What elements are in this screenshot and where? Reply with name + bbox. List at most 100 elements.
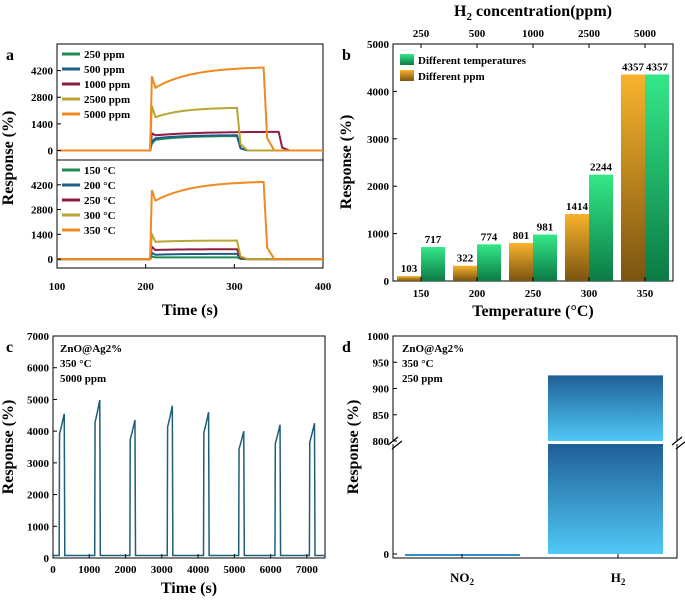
panel-a-x-tick-label-0: 100: [49, 281, 66, 293]
panel-a-bottom-legend-label-2: 250 °C: [84, 195, 116, 207]
panel-a-x-tick-label-1: 200: [137, 281, 154, 293]
panel-a-bottom-series-line-1: [57, 251, 323, 261]
panel-d-annotation-line-1: ZnO@Ag2%: [402, 343, 464, 355]
panel-b-top-tick-label-1: 500: [469, 28, 486, 40]
bar-label-temp-350: 4357: [646, 61, 669, 73]
bar-label-ppm-300: 1414: [566, 201, 589, 213]
panel-a-top-plot: 250 ppm 500 ppm 1000 ppm 2500 ppm 5000 ppm 0 1…: [31, 49, 323, 157]
panel-d-annotation-line-2: 350 °C: [402, 358, 434, 370]
panel-a-xlabel: Time (s): [162, 302, 218, 319]
panel-b-top-tick-label-3: 2500: [578, 28, 601, 40]
legend-label-temperatures: Different temperatures: [418, 55, 527, 67]
panel-b-x-tick-label-3: 300: [581, 288, 598, 300]
panel-label-b: b: [342, 47, 351, 64]
bar-label-temp-250: 981: [537, 222, 554, 234]
panel-b-xlabel: Temperature (°C): [472, 303, 593, 320]
panel-a-top-legend-label-0: 250 ppm: [84, 49, 125, 61]
panel-b-bars: 103 717 322 774 801 981 1414 2244 4357 4357: [397, 61, 669, 281]
bar-label-temp-200: 774: [481, 231, 498, 243]
panel-a-frame: [56, 43, 324, 269]
panel-d-category-h2: H2: [611, 570, 626, 587]
panel-a-bottom-series-line-0: [57, 255, 323, 261]
panel-d-y-tick-label-upper-3: 950: [373, 357, 390, 369]
panel-c-y-tick-label-4: 4000: [27, 426, 50, 438]
panel-a-bottom-plot: 150 °C 200 °C 250 °C 300 °C 350 °C 0 1400 2800 4…: [31, 165, 323, 266]
panel-c-ticks: 00 1000 1000 2000 2000 3000 3000 4000 4000 5000 50…: [27, 331, 318, 576]
panel-c-x-tick-label-2: 2000: [115, 564, 138, 576]
bar-temp-300: [589, 174, 613, 281]
bar-ppm-250: [509, 243, 533, 281]
panel-d-y-tick-label-upper-2: 900: [373, 384, 390, 396]
bar-label-temp-150: 717: [425, 234, 442, 246]
panel-d-y-tick-label-lower-0: 0: [384, 549, 390, 561]
panel-d-annotation-line-3: 250 ppm: [402, 373, 443, 385]
panel-b-top-tick-label-2: 1000: [522, 28, 545, 40]
panel-a-top-legend-label-3: 2500 ppm: [84, 94, 130, 106]
panel-d-y-tick-label-upper-1: 850: [373, 410, 390, 422]
panel-c-x-tick-label-1: 1000: [78, 564, 101, 576]
panel-label-c: c: [6, 339, 13, 356]
panel-c-x-tick-label-6: 6000: [260, 564, 283, 576]
bar-temp-150: [421, 247, 445, 281]
panel-c-ylabel: Response (%): [0, 400, 17, 495]
panel-a-top-series-line-1: [57, 134, 323, 152]
panel-a-bottom-y-tick-label-3: 4200: [31, 180, 54, 192]
panel-a-bottom-series-line-4: [57, 180, 323, 261]
panel-label-a: a: [6, 47, 14, 64]
panel-c-y-tick-label-5: 5000: [27, 394, 50, 406]
panel-a-bottom-y-tick-label-2: 2800: [31, 205, 54, 217]
panel-c-y-tick-label-1: 1000: [27, 521, 50, 533]
panel-a-top-series-line-2: [57, 130, 323, 152]
panel-c-annotation-line-3: 5000 ppm: [60, 373, 106, 385]
panel-a-top-series-line-4: [57, 66, 323, 152]
panel-c-y-tick-label-7: 7000: [27, 331, 50, 343]
panel-a-bottom-series-line-3: [57, 230, 323, 261]
panel-a-bottom-y-tick-label-1: 1400: [31, 229, 54, 241]
panel-c-frame: [52, 335, 326, 559]
panel-b-top-xlabel-rest: concentration(ppm): [472, 3, 612, 20]
panel-b-y-tick-label-4: 4000: [367, 86, 390, 98]
panel-d-frame: [392, 335, 678, 559]
axis-break-mark-right: [671, 436, 685, 450]
bar-label-ppm-250: 801: [513, 230, 530, 242]
panel-a-top-legend-label-4: 5000 ppm: [84, 109, 130, 121]
panel-a-bottom-y-tick-label-0: 0: [48, 254, 54, 266]
panel-b-top-xlabel-main: H: [454, 3, 467, 20]
panel-b-y-tick-label-1: 1000: [367, 229, 390, 241]
bar-ppm-300: [565, 213, 589, 281]
panel-d-category-no2-sub: 2: [470, 577, 475, 587]
panel-c-y-tick-label-3: 3000: [27, 458, 50, 470]
panel-d-category-no2-main: NO: [450, 570, 470, 585]
panel-c-y-tick-label-6: 6000: [27, 363, 50, 375]
legend-swatch-temperatures: [400, 54, 414, 65]
panel-d-bars: [387, 375, 685, 556]
panel-c-x-tick-label-4: 4000: [187, 564, 210, 576]
panel-b-top-tick-label-4: 5000: [634, 28, 657, 40]
panel-a-top-y-tick-label-1: 1400: [31, 119, 54, 131]
panel-c-annotation-line-1: ZnO@Ag2%: [60, 343, 122, 355]
panel-c-annotation-line-2: 350 °C: [60, 358, 92, 370]
bar-ppm-150: [397, 276, 421, 281]
panel-a-x-tick-label-3: 400: [315, 281, 332, 293]
panel-d-category-h2-main: H: [611, 570, 621, 585]
panel-b-y-tick-label-3: 3000: [367, 134, 390, 146]
panel-a-top-legend-label-2: 1000 ppm: [84, 79, 130, 91]
panel-d: 800 850 900 950 1000 0 ZnO@Ag2% 350 °C 250 pp…: [345, 331, 685, 587]
panel-c-x-tick-label-7: 7000: [296, 564, 319, 576]
panel-d-category-no2: NO2: [450, 570, 475, 587]
panel-a-bottom-legend-label-3: 300 °C: [84, 210, 116, 222]
panel-a-bottom-series-line-2: [57, 244, 323, 261]
panel-b-top-xlabel-sub: 2: [466, 11, 472, 23]
panel-a-bottom-legend-label-1: 200 °C: [84, 180, 116, 192]
panel-b-top-xlabel: H2 concentration(ppm): [454, 3, 612, 23]
panel-c: 00 1000 1000 2000 2000 3000 3000 4000 4000 5000 50…: [0, 331, 326, 597]
bar-label-ppm-200: 322: [457, 253, 474, 265]
panel-b-x-tick-label-0: 150: [413, 288, 430, 300]
bar-temp-250: [533, 234, 557, 281]
panel-a-top-y-tick-label-2: 2800: [31, 92, 54, 104]
panel-a-top-series-line-3: [57, 105, 323, 152]
panel-c-y-tick-label-0: 0: [44, 553, 50, 565]
